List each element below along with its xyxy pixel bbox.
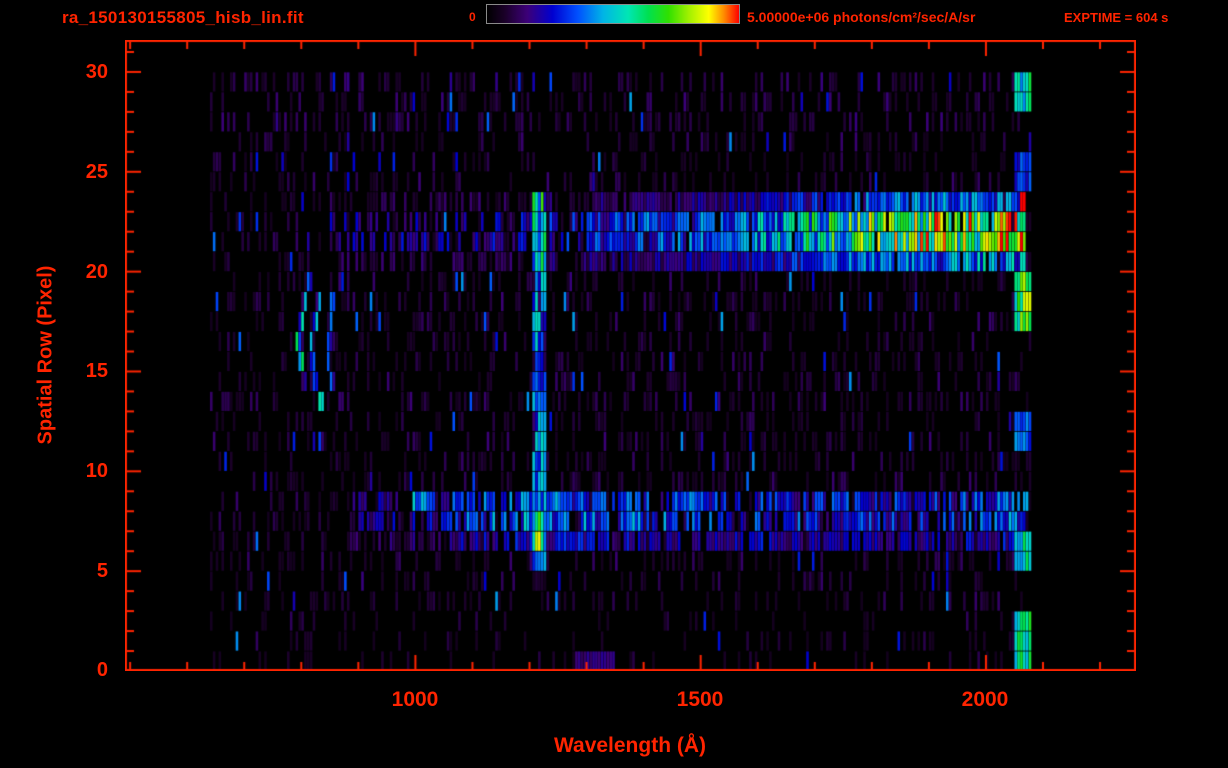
colorbar-max-label: 5.00000e+06 photons/cm²/sec/A/sr <box>747 9 976 25</box>
x-tick-label-1000: 1000 <box>391 688 439 711</box>
filename-title: ra_150130155805_hisb_lin.fit <box>62 8 304 27</box>
y-tick-label-10: 10 <box>85 460 108 482</box>
y-axis-title: Spatial Row (Pixel) <box>34 265 57 445</box>
spectrogram-plot <box>125 40 1136 671</box>
x-tick-label-2000: 2000 <box>961 688 1009 711</box>
exptime-label: EXPTIME = 604 s <box>1064 10 1169 25</box>
y-tick-label-30: 30 <box>85 61 108 83</box>
x-axis-title: Wavelength (Å) <box>553 734 707 757</box>
colorbar-gradient <box>486 4 740 24</box>
x-tick-label-1500: 1500 <box>676 688 724 711</box>
y-tick-label-0: 0 <box>96 659 108 681</box>
y-tick-label-15: 15 <box>85 360 108 382</box>
colorbar-min-label: 0 <box>469 10 476 24</box>
y-tick-label-5: 5 <box>96 560 108 582</box>
y-tick-label-20: 20 <box>85 261 108 283</box>
y-tick-label-25: 25 <box>85 161 108 183</box>
